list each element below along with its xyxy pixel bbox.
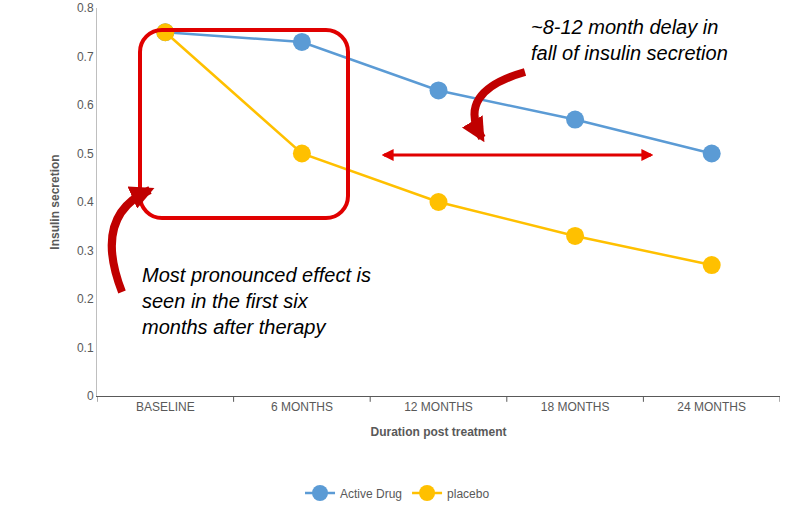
svg-text:placebo: placebo — [447, 487, 489, 501]
svg-text:0.7: 0.7 — [77, 50, 94, 64]
svg-text:0.5: 0.5 — [77, 147, 94, 161]
svg-text:12 MONTHS: 12 MONTHS — [404, 400, 473, 414]
svg-text:6 MONTHS: 6 MONTHS — [271, 400, 333, 414]
svg-text:18 MONTHS: 18 MONTHS — [541, 400, 610, 414]
svg-text:Insulin secretion: Insulin secretion — [48, 154, 62, 249]
svg-text:0.3: 0.3 — [77, 244, 94, 258]
svg-text:0.8: 0.8 — [77, 1, 94, 15]
svg-text:0.1: 0.1 — [77, 341, 94, 355]
svg-text:0.2: 0.2 — [77, 292, 94, 306]
svg-text:~8-12 month delay infall of in: ~8-12 month delay infall of insulin secr… — [531, 16, 728, 64]
svg-text:Active Drug: Active Drug — [340, 487, 402, 501]
svg-text:Duration post treatment: Duration post treatment — [370, 425, 506, 439]
svg-text:0.4: 0.4 — [77, 195, 94, 209]
svg-text:24 MONTHS: 24 MONTHS — [677, 400, 746, 414]
svg-text:0: 0 — [87, 389, 94, 403]
svg-text:0.6: 0.6 — [77, 98, 94, 112]
svg-text:Most pronounced effect isseen: Most pronounced effect isseen in the fir… — [142, 264, 371, 338]
svg-text:BASELINE: BASELINE — [136, 400, 195, 414]
